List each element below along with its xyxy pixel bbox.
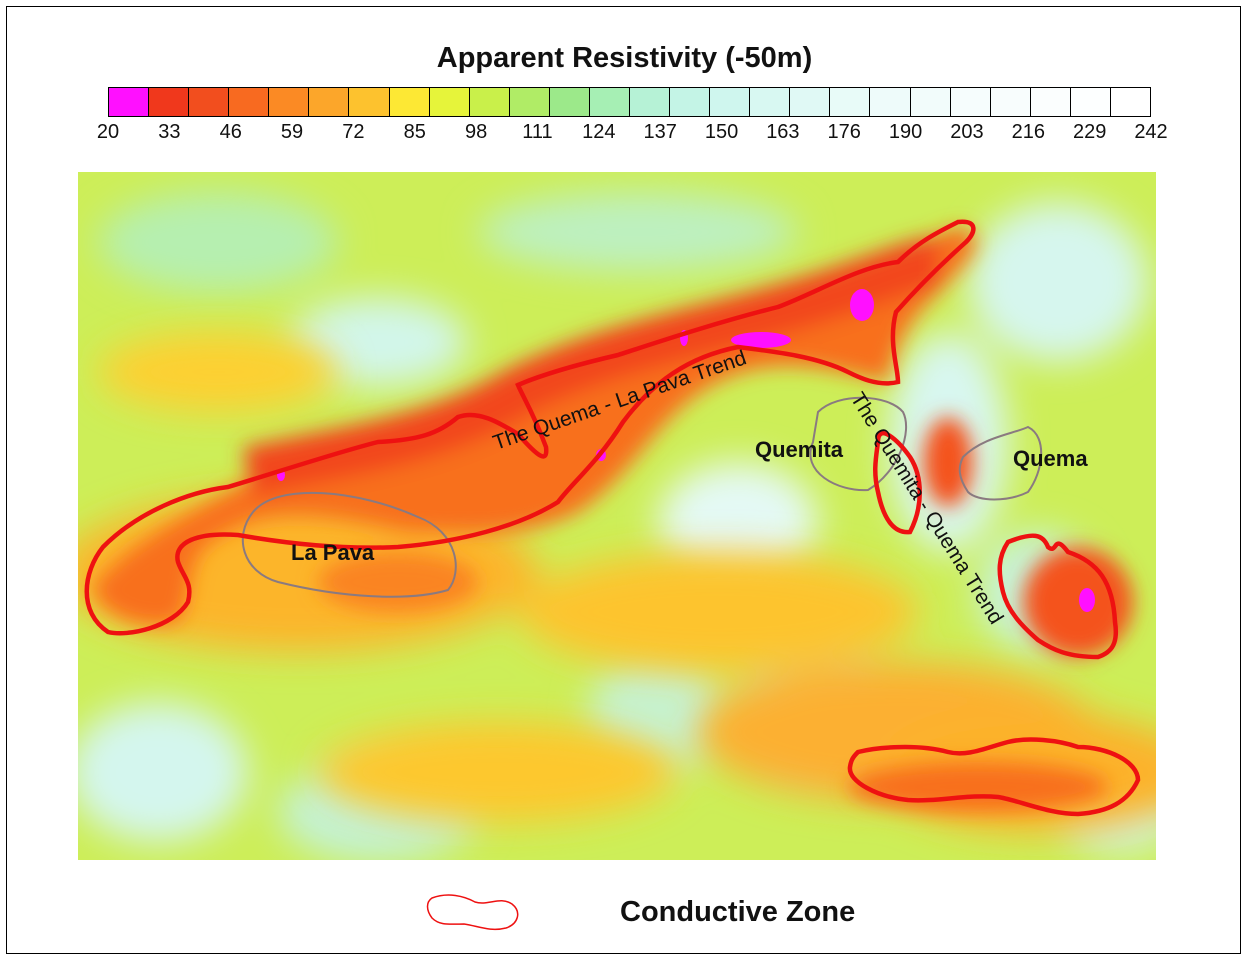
conductive-zone-legend-icon <box>426 894 519 931</box>
colorbar-tick-label: 20 <box>96 121 120 143</box>
colorbar-tick-label: 229 <box>1072 121 1107 143</box>
resistivity-colorbar <box>108 87 1151 117</box>
deposit-outlines <box>241 396 1043 598</box>
conductive-zone-main-trend <box>84 219 976 636</box>
colorbar-tick-label: 242 <box>1134 121 1168 143</box>
colorbar-tick-label: 72 <box>342 121 365 143</box>
map-title: Apparent Resistivity (-50m) <box>436 42 813 74</box>
conductive-zone-quemita <box>873 431 922 535</box>
colorbar-tick-label: 124 <box>582 121 616 143</box>
conductive-zone-quema-trend <box>997 533 1118 660</box>
colorbar-tick-label: 59 <box>280 121 304 143</box>
resistivity-map: La Pava Quemita Quema The Quema - La Pav… <box>78 172 1156 860</box>
colorbar-swatch <box>1110 88 1151 116</box>
colorbar-swatch <box>1030 88 1071 116</box>
la-pava-label: La Pava <box>291 540 375 565</box>
conductive-zone-south <box>847 737 1141 817</box>
figure-frame <box>6 6 1241 954</box>
colorbar-tick-label: 111 <box>522 121 553 143</box>
colorbar-tick-label: 203 <box>950 121 984 143</box>
colorbar-tick-label: 98 <box>464 121 488 143</box>
colorbar-swatch <box>309 88 350 116</box>
colorbar-swatch <box>1070 88 1111 116</box>
colorbar-swatch <box>189 88 230 116</box>
colorbar-tick-label: 163 <box>766 121 800 143</box>
la-pava-outline <box>241 491 457 598</box>
colorbar-tick-label: 150 <box>704 121 739 143</box>
colorbar-tick-label: 190 <box>888 121 923 143</box>
colorbar-swatch <box>670 88 711 116</box>
colorbar-tick-label: 216 <box>1011 121 1045 143</box>
colorbar-swatch <box>109 88 150 116</box>
colorbar-tick-label: 46 <box>219 121 242 143</box>
colorbar-swatch <box>950 88 991 116</box>
colorbar-swatch <box>229 88 270 116</box>
colorbar-swatch <box>389 88 430 116</box>
quemita-outline <box>809 396 908 492</box>
colorbar-swatch <box>630 88 671 116</box>
colorbar-swatch <box>790 88 831 116</box>
colorbar-swatch <box>469 88 510 116</box>
colorbar-swatch <box>149 88 190 116</box>
colorbar-tick-label: 85 <box>403 121 426 143</box>
colorbar-swatch <box>429 88 470 116</box>
colorbar-tick-label: 176 <box>827 121 861 143</box>
conductive-zone-legend-label: Conductive Zone <box>620 896 856 928</box>
colorbar-swatch <box>710 88 751 116</box>
colorbar-swatch <box>990 88 1031 116</box>
quema-outline <box>958 425 1043 501</box>
colorbar-swatch <box>509 88 550 116</box>
conductive-zones <box>84 219 1141 817</box>
colorbar-swatch <box>589 88 631 116</box>
colorbar-swatch <box>870 88 911 116</box>
colorbar-swatch <box>910 88 951 116</box>
colorbar-swatch <box>349 88 390 116</box>
colorbar-swatch <box>269 88 310 116</box>
colorbar-swatch <box>750 88 791 116</box>
colorbar-swatch <box>549 88 590 116</box>
quema-label: Quema <box>1013 446 1088 471</box>
colorbar-tick-label: 33 <box>158 121 181 143</box>
colorbar-tick-label: 137 <box>643 121 677 143</box>
colorbar-swatch <box>830 88 871 116</box>
quemita-label: Quemita <box>755 437 844 462</box>
